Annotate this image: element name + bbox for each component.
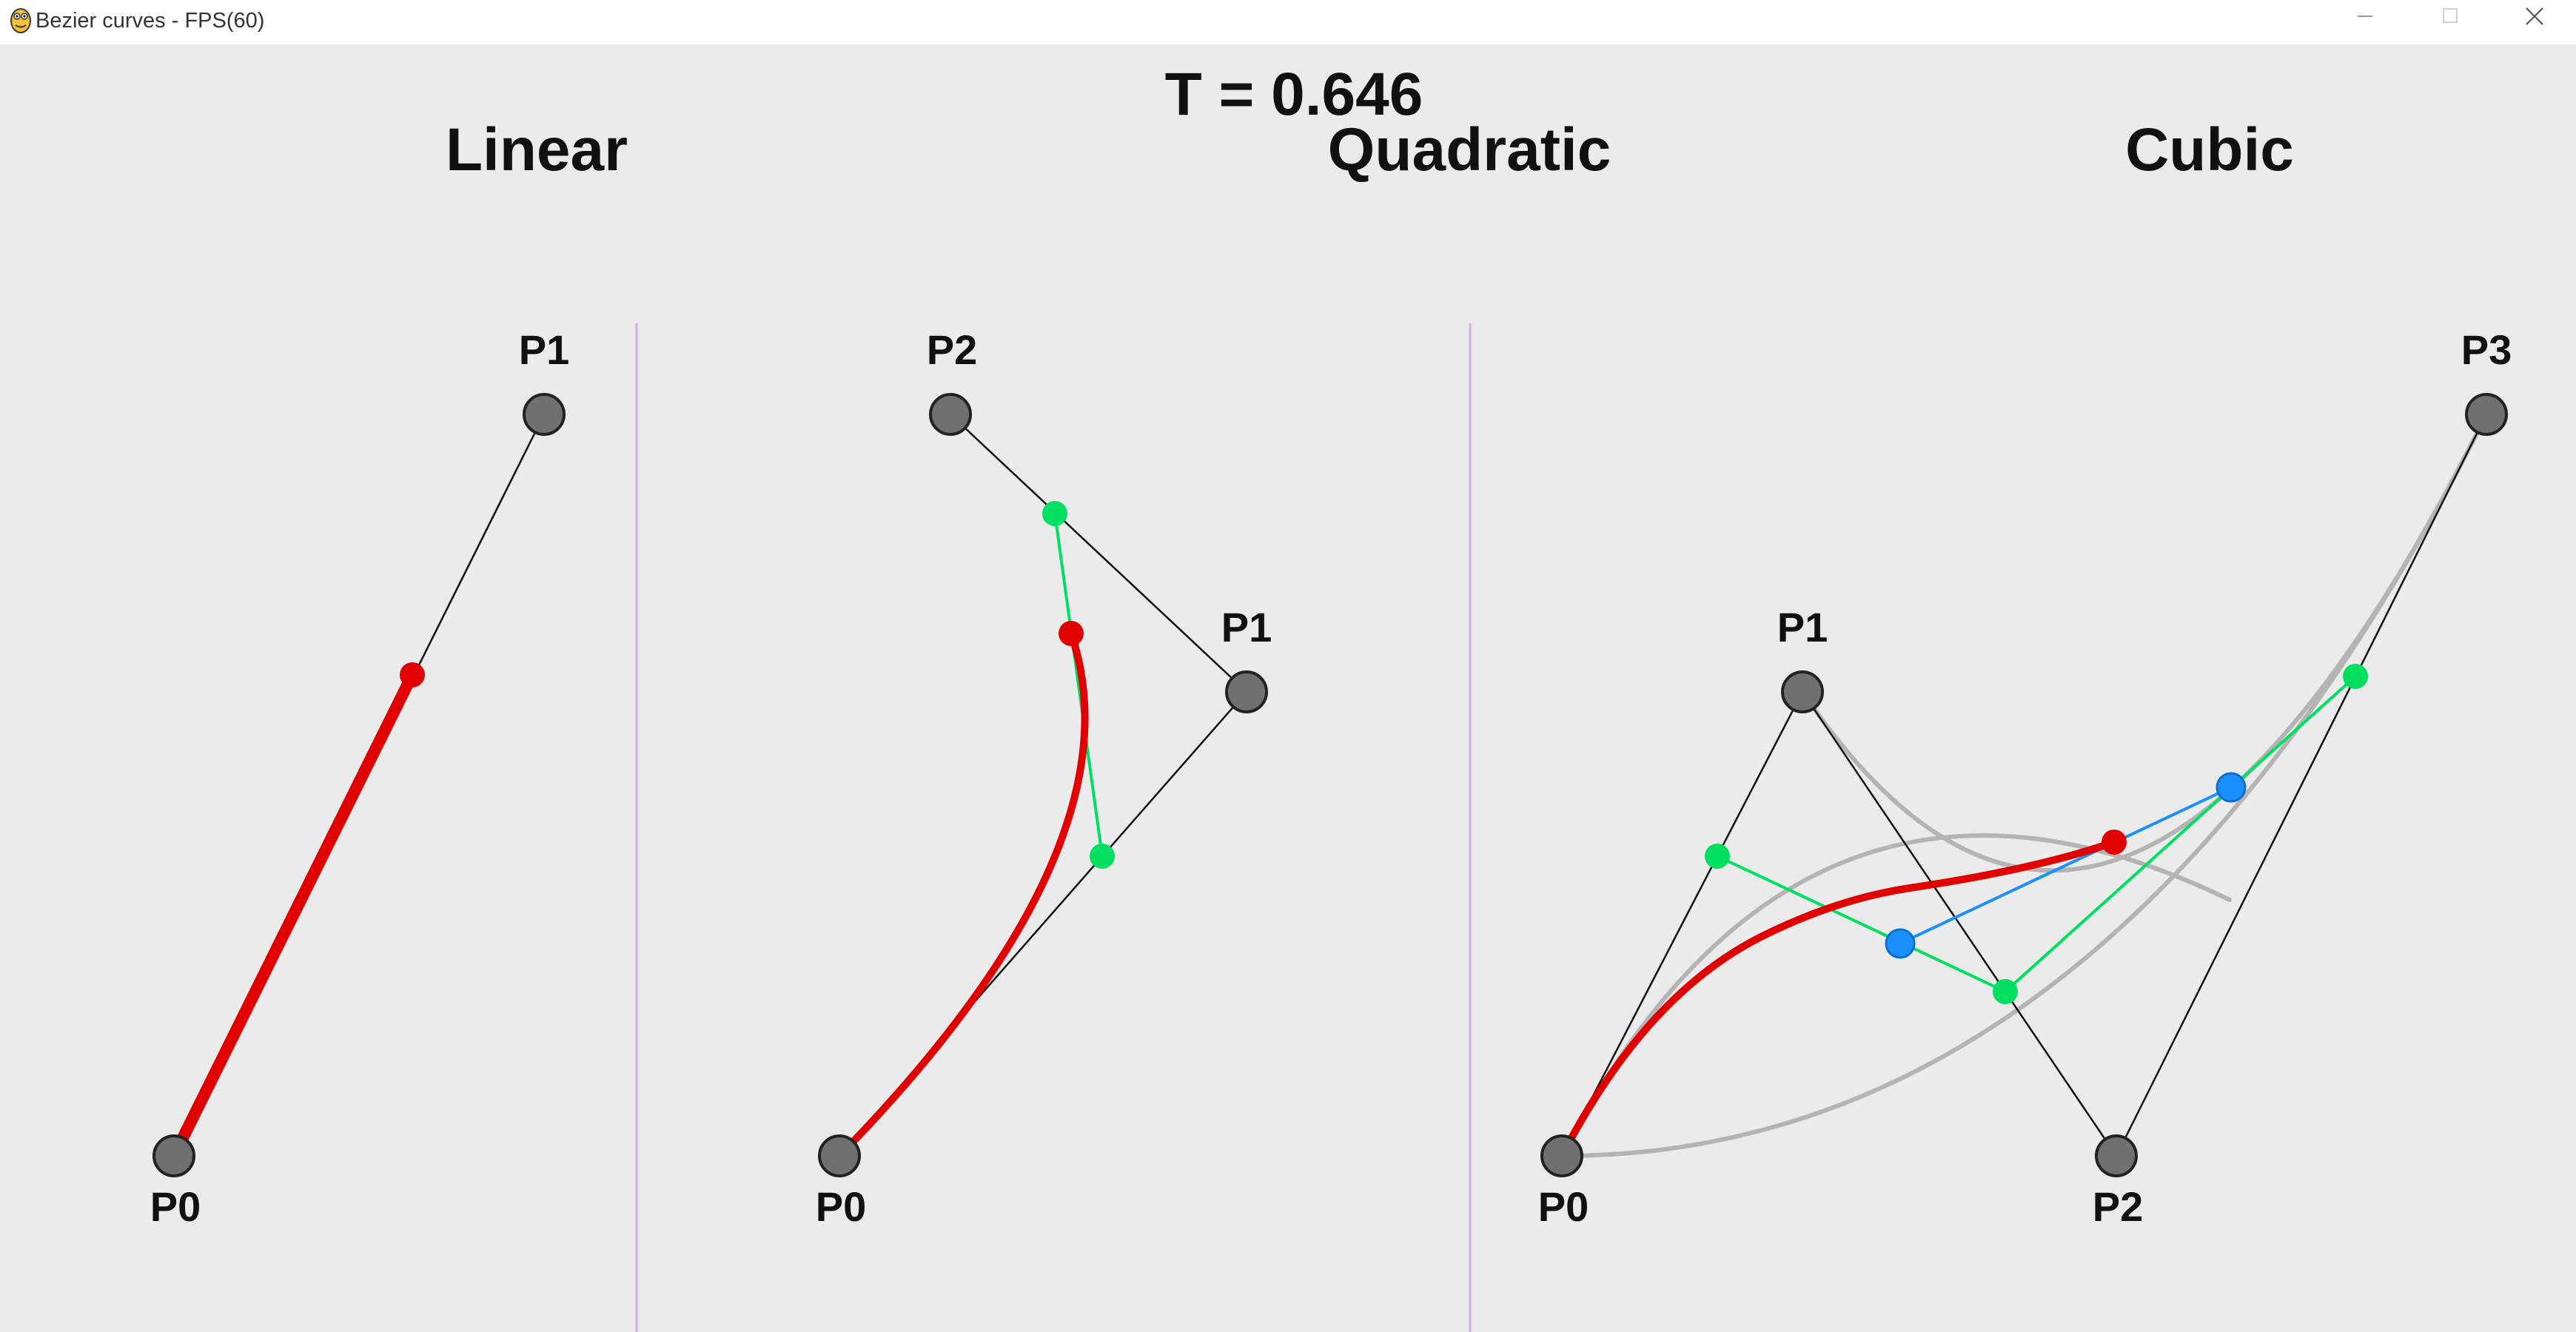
point-label-p3: P3 bbox=[2461, 326, 2512, 373]
control-polygon-segment bbox=[1801, 691, 2118, 1157]
linear-panel: P0 P1 bbox=[150, 326, 570, 1230]
quadratic-panel: P0 P1 P2 bbox=[816, 326, 1272, 1230]
lerp-segment-level1 bbox=[2004, 675, 2357, 993]
point-label-p2: P2 bbox=[927, 326, 978, 373]
curve-point-t bbox=[2102, 830, 2127, 855]
panel-title-cubic: Cubic bbox=[2125, 116, 2294, 184]
point-label-p1: P1 bbox=[1221, 604, 1272, 650]
control-polygon-segment bbox=[2115, 414, 2488, 1157]
maximize-icon bbox=[2443, 8, 2458, 23]
panel-title-quadratic: Quadratic bbox=[1328, 116, 1611, 184]
curve-point-t bbox=[400, 662, 425, 687]
control-point-p0[interactable] bbox=[818, 1134, 861, 1177]
lerp-point-level1 bbox=[1705, 844, 1730, 869]
point-label-p2: P2 bbox=[2093, 1183, 2144, 1230]
control-point-p1[interactable] bbox=[523, 393, 566, 436]
pygame-canvas[interactable]: T = 0.646 Linear Quadratic Cubic P0 P1 bbox=[0, 44, 2576, 1332]
ghost-curve bbox=[1800, 412, 2489, 873]
pygame-snake-icon bbox=[10, 8, 31, 33]
control-polygon-segment bbox=[950, 414, 1247, 693]
control-point-p2[interactable] bbox=[2095, 1134, 2138, 1177]
cubic-bezier-curve bbox=[1558, 838, 2118, 1160]
lerp-point-level1 bbox=[1993, 979, 2018, 1004]
curve-point-t bbox=[1059, 621, 1084, 646]
lerp-segment-level1 bbox=[1053, 513, 1104, 857]
lerp-point-level1 bbox=[1090, 844, 1115, 869]
ghost-curve bbox=[1560, 412, 2489, 1158]
point-label-p0: P0 bbox=[1538, 1183, 1589, 1230]
window-title: Bezier curves - FPS(60) bbox=[36, 9, 265, 33]
lerp-segment-level1 bbox=[1717, 855, 2006, 993]
close-button[interactable] bbox=[2495, 0, 2576, 37]
control-polygon-segment bbox=[1560, 691, 1804, 1157]
lerp-point-level2 bbox=[2216, 772, 2247, 803]
minimize-button[interactable] bbox=[2324, 0, 2406, 37]
minimize-icon bbox=[2358, 16, 2372, 17]
title-bar[interactable]: Bezier curves - FPS(60) bbox=[0, 0, 2576, 44]
point-label-p1: P1 bbox=[1777, 604, 1828, 650]
cubic-panel: P0 P1 P2 P3 bbox=[1538, 326, 2512, 1230]
ghost-curve bbox=[1560, 833, 2232, 1158]
lerp-point-level1 bbox=[1042, 501, 1067, 526]
quadratic-bezier-curve bbox=[836, 630, 1089, 1160]
control-point-p0[interactable] bbox=[152, 1134, 195, 1177]
control-point-p0[interactable] bbox=[1540, 1134, 1583, 1177]
lerp-segment-level2 bbox=[1899, 786, 2232, 945]
t-value-label: T = 0.646 bbox=[1165, 61, 1423, 128]
point-label-p0: P0 bbox=[150, 1183, 201, 1230]
linear-bezier-curve bbox=[168, 669, 418, 1162]
control-point-p1[interactable] bbox=[1225, 670, 1268, 713]
point-label-p1: P1 bbox=[519, 326, 570, 373]
lerp-point-level1 bbox=[2343, 664, 2368, 689]
lerp-point-level2 bbox=[1885, 928, 1916, 959]
control-point-p1[interactable] bbox=[1781, 670, 1824, 713]
control-point-p2[interactable] bbox=[929, 393, 972, 436]
control-point-p3[interactable] bbox=[2465, 393, 2508, 436]
point-label-p0: P0 bbox=[816, 1183, 867, 1230]
panel-title-linear: Linear bbox=[446, 116, 628, 184]
close-icon bbox=[2526, 7, 2543, 25]
maximize-button[interactable] bbox=[2409, 0, 2491, 37]
